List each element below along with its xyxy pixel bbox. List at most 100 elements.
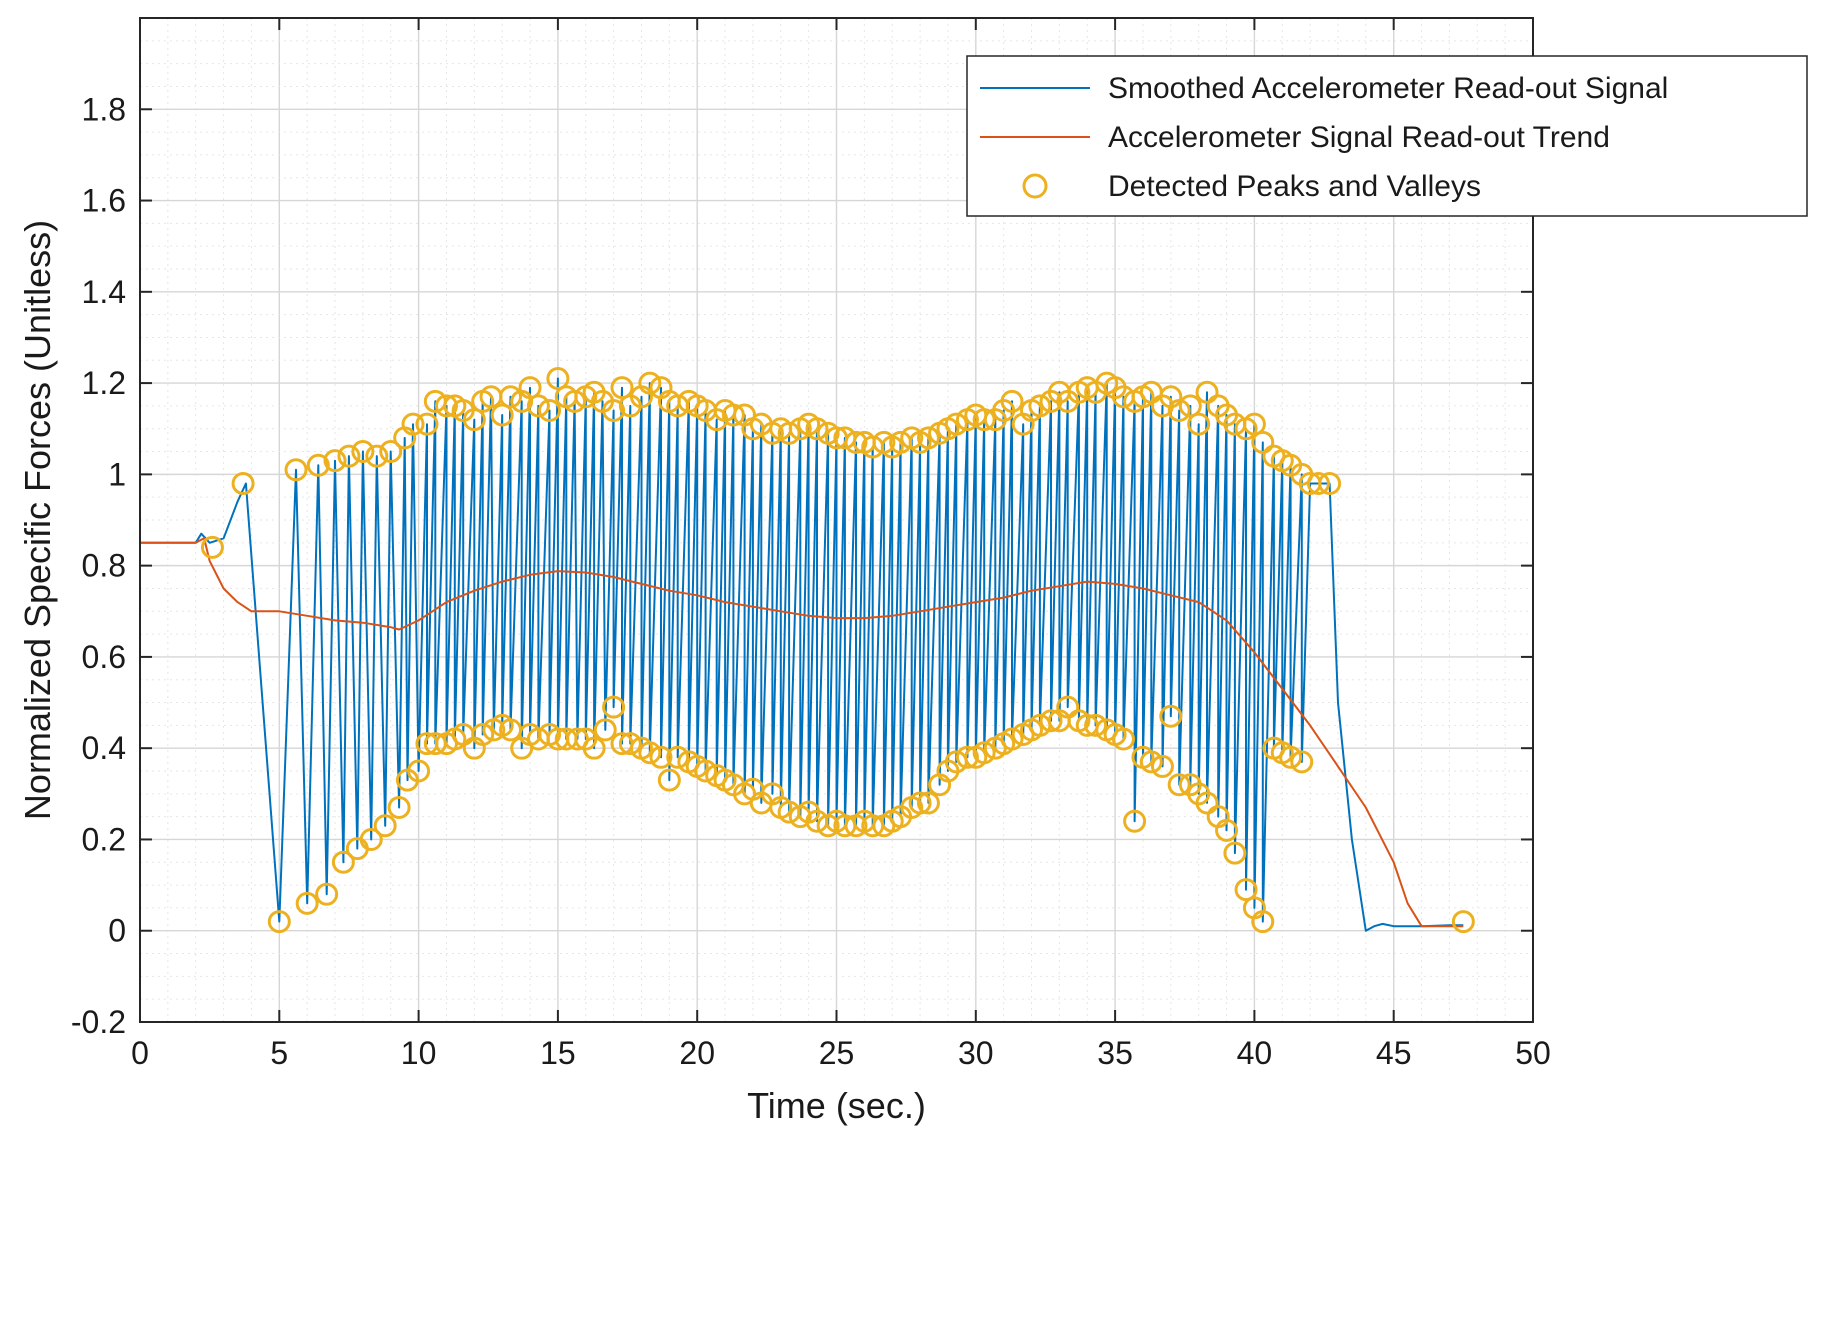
- peak-marker: [415, 412, 439, 436]
- x-tick-label: 5: [270, 1035, 288, 1071]
- valley-marker: [1039, 709, 1063, 733]
- peak-marker: [777, 421, 801, 445]
- peak-marker: [1318, 471, 1342, 495]
- y-tick-label: 0.2: [82, 821, 126, 857]
- valley-marker: [666, 745, 690, 769]
- legend: Smoothed Accelerometer Read-out Signal A…: [966, 55, 1808, 217]
- peak-marker: [306, 453, 330, 477]
- valley-marker: [1195, 791, 1219, 815]
- peak-marker: [351, 440, 375, 464]
- peak-marker: [365, 444, 389, 468]
- peak-marker: [499, 385, 523, 409]
- peak-marker: [972, 408, 996, 432]
- x-tick-label: 45: [1376, 1035, 1412, 1071]
- peak-marker: [1000, 389, 1024, 413]
- signal-line: [140, 377, 1464, 932]
- y-tick-label: 1: [108, 456, 126, 492]
- legend-box: [966, 55, 1808, 217]
- y-tick-label: 0: [108, 913, 126, 949]
- valley-marker: [373, 814, 397, 838]
- valley-marker: [649, 745, 673, 769]
- valley-marker: [1251, 910, 1275, 934]
- x-axis-title: Time (sec.): [747, 1085, 926, 1126]
- valley-marker: [593, 718, 617, 742]
- peak-marker: [610, 376, 634, 400]
- y-tick-label: -0.2: [71, 1004, 126, 1040]
- valley-marker: [602, 695, 626, 719]
- valley-marker: [908, 791, 932, 815]
- x-tick-label: 30: [958, 1035, 994, 1071]
- peak-marker: [323, 449, 347, 473]
- valley-marker: [657, 768, 681, 792]
- valley-marker: [916, 791, 940, 815]
- valley-marker: [1000, 727, 1024, 751]
- peak-marker: [546, 367, 570, 391]
- peak-marker: [379, 440, 403, 464]
- peak-marker: [1178, 394, 1202, 418]
- valley-marker: [618, 732, 642, 756]
- peak-marker: [638, 371, 662, 395]
- valley-marker: [359, 827, 383, 851]
- y-tick-label: 0.8: [82, 548, 126, 584]
- valley-marker: [638, 741, 662, 765]
- valley-marker: [471, 722, 495, 746]
- valley-marker: [1279, 745, 1303, 769]
- valley-marker: [1111, 727, 1135, 751]
- peak-marker: [434, 394, 458, 418]
- valley-marker: [1167, 773, 1191, 797]
- valley-marker: [1451, 910, 1475, 934]
- peak-marker: [462, 408, 486, 432]
- x-tick-label: 50: [1515, 1035, 1551, 1071]
- peak-marker: [602, 398, 626, 422]
- y-tick-label: 1.6: [82, 183, 126, 219]
- valley-marker: [387, 796, 411, 820]
- plot-series: [140, 367, 1475, 934]
- valley-marker: [407, 759, 431, 783]
- valley-marker: [1215, 818, 1239, 842]
- x-tick-label: 25: [819, 1035, 855, 1071]
- peak-marker: [284, 458, 308, 482]
- peak-marker: [563, 389, 587, 413]
- peak-marker: [805, 417, 829, 441]
- valley-marker: [1159, 704, 1183, 728]
- valley-marker: [267, 910, 291, 934]
- peak-marker: [337, 444, 361, 468]
- peak-marker: [518, 376, 542, 400]
- y-tick-label: 0.6: [82, 639, 126, 675]
- peak-marker: [1242, 412, 1266, 436]
- valley-marker: [200, 535, 224, 559]
- peak-marker: [490, 403, 514, 427]
- peak-marker: [1251, 430, 1275, 454]
- legend-marker-swatch: [1022, 173, 1048, 199]
- valley-marker: [1084, 713, 1108, 737]
- y-tick-label: 0.4: [82, 730, 126, 766]
- legend-trend-label: Accelerometer Signal Read-out Trend: [1108, 121, 1610, 154]
- peak-marker: [1028, 394, 1052, 418]
- x-tick-label: 40: [1237, 1035, 1273, 1071]
- legend-marker-label: Detected Peaks and Valleys: [1108, 170, 1481, 203]
- valley-marker: [1290, 750, 1314, 774]
- peak-marker: [231, 471, 255, 495]
- axis-ticks: 0 5 10 15 20 25 30 35 40 45 50-0.200.20.40.60.811.…: [71, 18, 1551, 1071]
- legend-signal-label: Smoothed Accelerometer Read-out Signal: [1108, 72, 1668, 105]
- valley-marker: [1234, 878, 1258, 902]
- valley-marker: [972, 741, 996, 765]
- x-tick-label: 10: [401, 1035, 437, 1071]
- x-tick-label: 15: [540, 1035, 576, 1071]
- peak-marker: [721, 403, 745, 427]
- valley-marker: [295, 891, 319, 915]
- y-tick-label: 1.8: [82, 91, 126, 127]
- peak-marker: [1167, 398, 1191, 422]
- valley-marker: [582, 736, 606, 760]
- x-tick-label: 20: [679, 1035, 715, 1071]
- valley-marker: [955, 745, 979, 769]
- valley-marker: [1123, 809, 1147, 833]
- peak-marker: [1187, 412, 1211, 436]
- valley-marker: [331, 850, 355, 874]
- valley-marker: [694, 759, 718, 783]
- peak-marker: [401, 412, 425, 436]
- valley-marker: [1139, 750, 1163, 774]
- peak-marker: [844, 430, 868, 454]
- valley-marker: [1223, 841, 1247, 865]
